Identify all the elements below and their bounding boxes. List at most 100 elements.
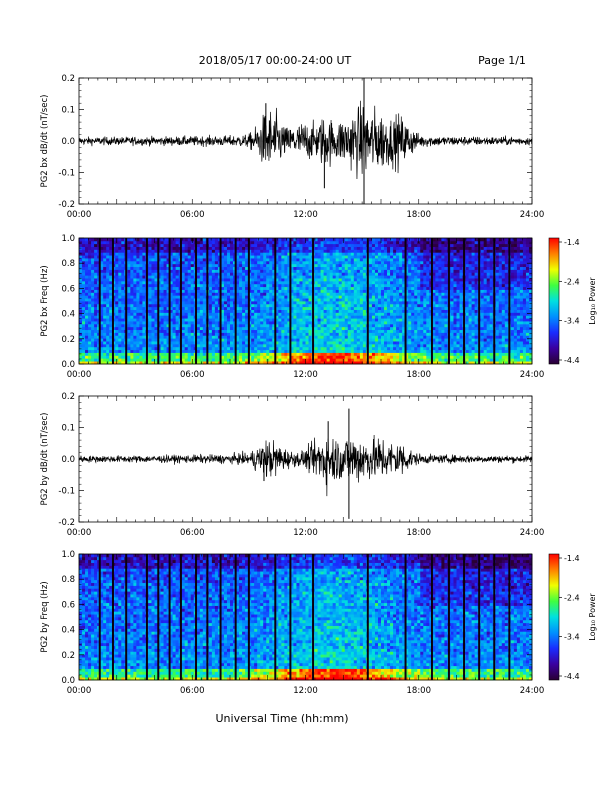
spectrogram-cell (378, 341, 381, 344)
spectrogram-cell (88, 247, 91, 250)
spectrogram-cell (299, 295, 302, 298)
spectrogram-cell (302, 353, 305, 356)
spectrogram-cell (188, 344, 191, 347)
spectrogram-cell (375, 330, 378, 333)
spectrogram-cell (239, 284, 242, 287)
spectrogram-cell (378, 330, 381, 333)
spectrogram-cell (224, 255, 227, 258)
spectrogram-cell (148, 333, 151, 336)
spectrogram-cell (324, 267, 327, 270)
spectrogram-cell (321, 252, 324, 255)
spectrogram-cell (330, 264, 333, 267)
spectrogram-cell (330, 330, 333, 333)
spectrogram-cell (333, 350, 336, 353)
spectrogram-cell (203, 252, 206, 255)
spectrogram-cell (324, 292, 327, 295)
spectrogram-cell (254, 333, 257, 336)
spectrogram-cell (336, 353, 339, 356)
spectrogram-cell (212, 315, 215, 318)
spectrogram-cell (239, 310, 242, 313)
spectrogram-cell (91, 358, 94, 361)
spectrogram-cell (121, 341, 124, 344)
spectrogram-cell (173, 255, 176, 258)
spectrogram-cell (251, 350, 254, 353)
spectrogram-cell (390, 244, 393, 247)
spectrogram-cell (299, 318, 302, 321)
spectrogram-cell (269, 287, 272, 290)
spectrogram-cell (224, 327, 227, 330)
spectrogram-cell (191, 301, 194, 304)
spectrogram-cell (363, 318, 366, 321)
spectrogram-cell (197, 318, 200, 321)
spectrogram-cell (296, 281, 299, 284)
spectrogram-cell (284, 355, 287, 358)
spectrogram-cell (151, 281, 154, 284)
spectrogram-cell (139, 258, 142, 261)
spectrogram-cell (185, 249, 188, 252)
spectrogram-cell (299, 353, 302, 356)
spectrogram-cell (239, 304, 242, 307)
spectrogram-cell (372, 315, 375, 318)
spectrogram-cell (330, 333, 333, 336)
spectrogram-cell (369, 341, 372, 344)
spectrogram-cell (136, 307, 139, 310)
spectrogram-cell (375, 290, 378, 293)
spectrogram-cell (173, 333, 176, 336)
spectrogram-cell (393, 272, 396, 275)
spectrogram-cell (251, 347, 254, 350)
spectrogram-cell (327, 353, 330, 356)
spectrogram-cell (299, 355, 302, 358)
spectrogram-cell (327, 281, 330, 284)
spectrogram-cell (318, 295, 321, 298)
spectrogram-cell (348, 249, 351, 252)
spectrogram-cell (336, 347, 339, 350)
spectrogram-cell (191, 321, 194, 324)
spectrogram-cell (260, 281, 263, 284)
spectrogram-cell (79, 258, 82, 261)
spectrogram-cell (390, 264, 393, 267)
spectrogram-cell (260, 292, 263, 295)
spectrogram-cell (257, 292, 260, 295)
spectrogram-cell (161, 318, 164, 321)
spectrogram-cell (333, 355, 336, 358)
spectrogram-cell (118, 338, 121, 341)
spectrogram-cell (212, 355, 215, 358)
spectrogram-cell (230, 315, 233, 318)
spectrogram-cell (191, 258, 194, 261)
spectrogram-cell (139, 247, 142, 250)
spectrogram-cell (224, 270, 227, 273)
spectrogram-cell (396, 350, 399, 353)
spectrogram-cell (239, 307, 242, 310)
spectrogram-cell (293, 355, 296, 358)
spectrogram-cell (115, 338, 118, 341)
spectrogram-cell (230, 249, 233, 252)
spectrogram-cell (354, 327, 357, 330)
spectrogram-cell (293, 324, 296, 327)
spectrogram-cell (200, 272, 203, 275)
spectrogram-cell (118, 324, 121, 327)
spectrogram-cell (94, 347, 97, 350)
spectrogram-cell (133, 238, 136, 241)
spectrogram-cell (330, 358, 333, 361)
spectrogram-cell (321, 270, 324, 273)
spectrogram-cell (284, 244, 287, 247)
spectrogram-cell (200, 344, 203, 347)
spectrogram-cell (375, 292, 378, 295)
spectrogram-cell (185, 278, 188, 281)
spectrogram-cell (209, 290, 212, 293)
spectrogram-cell (321, 244, 324, 247)
spectrogram-cell (372, 298, 375, 301)
spectrogram-cell (239, 290, 242, 293)
spectrogram-cell (164, 347, 167, 350)
spectrogram-cell (185, 295, 188, 298)
spectrogram-cell (293, 281, 296, 284)
spectrogram-cell (212, 324, 215, 327)
spectrogram-cell (336, 355, 339, 358)
spectrogram-cell (336, 307, 339, 310)
spectrogram-cell (327, 255, 330, 258)
spectrogram-cell (306, 355, 309, 358)
spectrogram-cell (118, 358, 121, 361)
spectrogram-cell (354, 284, 357, 287)
spectrogram-cell (354, 304, 357, 307)
spectrogram-cell (188, 318, 191, 321)
